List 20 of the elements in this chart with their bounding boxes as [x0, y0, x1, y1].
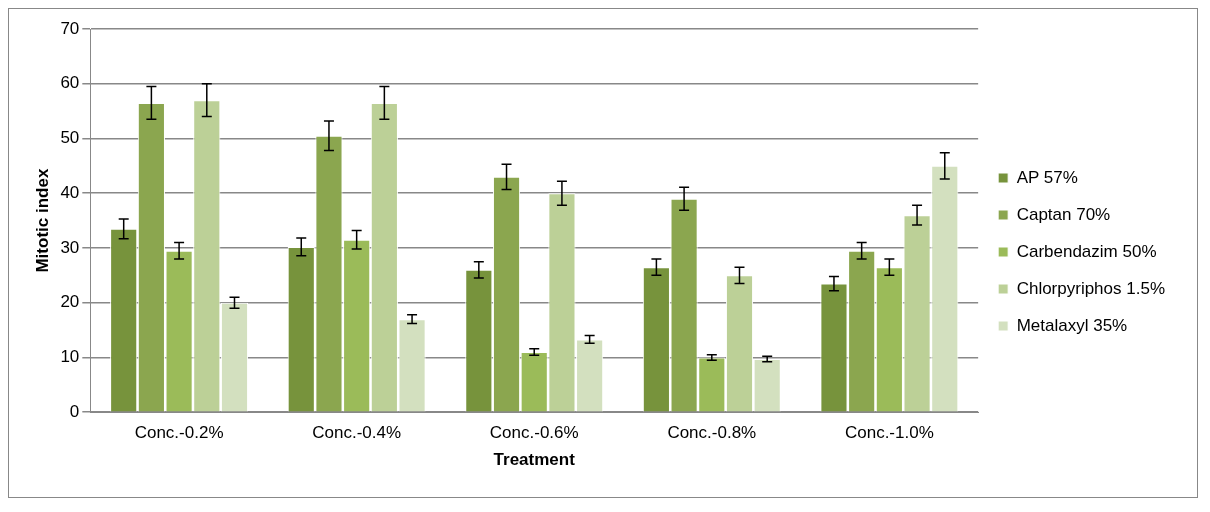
- y-tick-label: 30: [60, 237, 80, 257]
- y-tick-label: 40: [60, 182, 80, 202]
- legend-label: AP 57%: [1016, 167, 1078, 187]
- x-axis-title: Treatment: [493, 450, 576, 470]
- y-tick-label: 10: [60, 347, 80, 367]
- x-tick-label: Conc.-0.2%: [134, 423, 224, 443]
- y-tick-label: 0: [69, 401, 80, 421]
- legend-label: Chlorpyriphos 1.5%: [1016, 278, 1166, 298]
- legend-label: Metalaxyl 35%: [1016, 315, 1128, 335]
- x-tick-label: Conc.-0.4%: [312, 423, 402, 443]
- legend-label: Carbendazim 50%: [1016, 241, 1157, 261]
- y-tick-label: 60: [60, 73, 80, 93]
- y-tick-label: 70: [60, 18, 80, 38]
- y-axis-title: Mitotic index: [32, 168, 52, 273]
- y-tick-label: 20: [60, 292, 80, 312]
- legend-label: Captan 70%: [1016, 204, 1111, 224]
- x-tick-label: Conc.-0.6%: [489, 423, 579, 443]
- x-tick-label: Conc.-1.0%: [844, 423, 934, 443]
- x-tick-label: Conc.-0.8%: [667, 423, 757, 443]
- y-tick-label: 50: [60, 128, 80, 148]
